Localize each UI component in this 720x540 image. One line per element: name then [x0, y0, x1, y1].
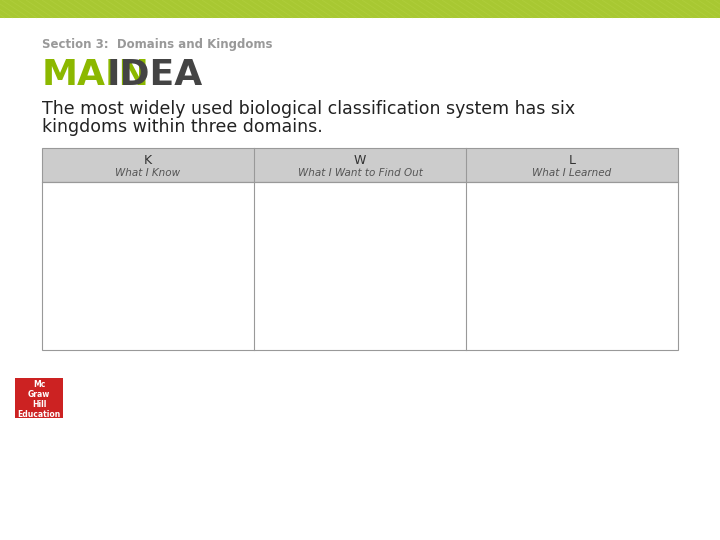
- Text: Mc: Mc: [33, 380, 45, 389]
- Text: Graw: Graw: [28, 390, 50, 399]
- Text: MAIN: MAIN: [42, 58, 150, 92]
- Text: What I Learned: What I Learned: [532, 168, 611, 178]
- Bar: [42, 148, 678, 182]
- Text: What I Know: What I Know: [115, 168, 181, 178]
- Text: W: W: [354, 154, 366, 167]
- Text: IDEA: IDEA: [107, 58, 203, 92]
- Bar: [15, 378, 63, 418]
- Text: Education: Education: [17, 410, 60, 419]
- Text: K: K: [144, 154, 152, 167]
- Text: L: L: [569, 154, 575, 167]
- Bar: [0, 0, 720, 18]
- Text: Hill: Hill: [32, 400, 46, 409]
- Bar: [42, 182, 678, 350]
- Text: Section 3:  Domains and Kingdoms: Section 3: Domains and Kingdoms: [42, 38, 272, 51]
- Text: kingdoms within three domains.: kingdoms within three domains.: [42, 118, 323, 136]
- Text: The most widely used biological classification system has six: The most widely used biological classifi…: [42, 100, 575, 118]
- Text: What I Want to Find Out: What I Want to Find Out: [297, 168, 423, 178]
